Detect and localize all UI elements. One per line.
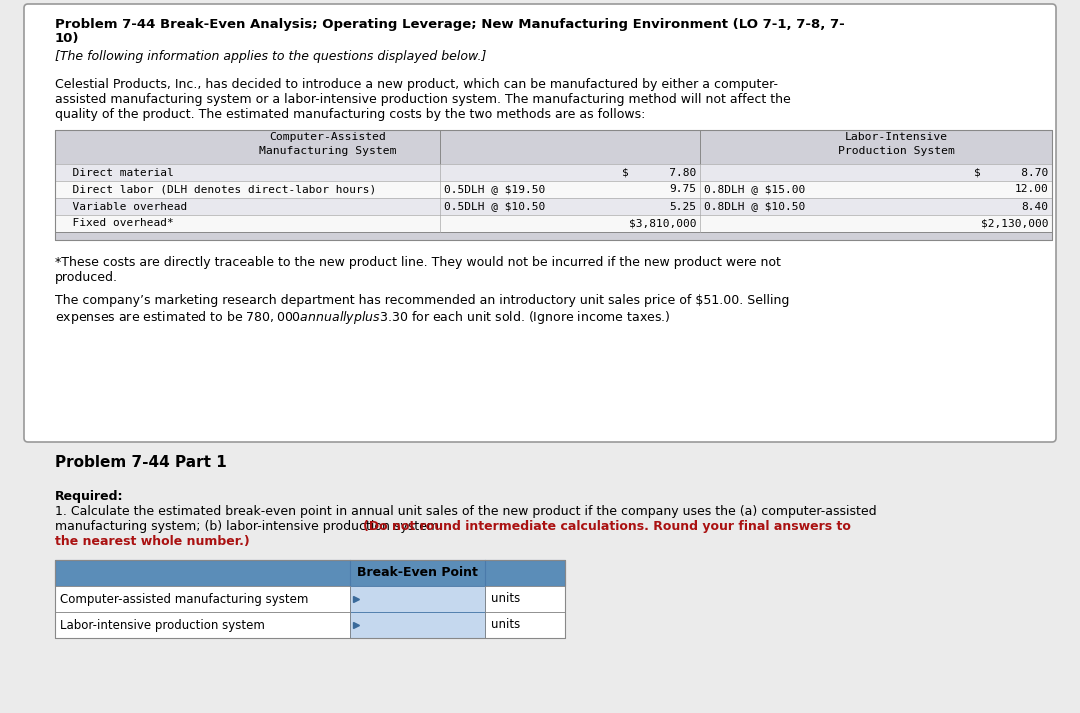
Text: Problem 7-44 Break-Even Analysis; Operating Leverage; New Manufacturing Environm: Problem 7-44 Break-Even Analysis; Operat… xyxy=(55,18,845,31)
Bar xyxy=(55,215,1052,232)
Bar xyxy=(55,560,565,638)
Text: units: units xyxy=(491,593,521,605)
Text: 0.8DLH @ $10.50: 0.8DLH @ $10.50 xyxy=(704,202,806,212)
Text: Variable overhead: Variable overhead xyxy=(59,202,187,212)
Bar xyxy=(55,198,1052,215)
Text: Labor-intensive production system: Labor-intensive production system xyxy=(60,618,265,632)
Bar xyxy=(55,232,1052,240)
Text: quality of the product. The estimated manufacturing costs by the two methods are: quality of the product. The estimated ma… xyxy=(55,108,646,121)
FancyBboxPatch shape xyxy=(24,4,1056,442)
Text: Computer-Assisted
Manufacturing System: Computer-Assisted Manufacturing System xyxy=(259,132,396,156)
Text: units: units xyxy=(491,618,521,632)
Bar xyxy=(55,586,565,612)
Bar xyxy=(350,586,485,612)
Text: assisted manufacturing system or a labor-intensive production system. The manufa: assisted manufacturing system or a labor… xyxy=(55,93,791,106)
Text: Direct material: Direct material xyxy=(59,168,174,178)
Text: expenses are estimated to be $780,000 annually plus $3.30 for each unit sold. (I: expenses are estimated to be $780,000 an… xyxy=(55,309,671,326)
Text: *These costs are directly traceable to the new product line. They would not be i: *These costs are directly traceable to t… xyxy=(55,256,781,269)
Text: $2,130,000: $2,130,000 xyxy=(981,218,1048,228)
Text: Break-Even Point: Break-Even Point xyxy=(357,567,478,580)
Bar xyxy=(55,164,1052,181)
Bar xyxy=(55,181,1052,198)
Text: 0.8DLH @ $15.00: 0.8DLH @ $15.00 xyxy=(704,185,806,195)
Bar xyxy=(55,130,1052,164)
Text: the nearest whole number.): the nearest whole number.) xyxy=(55,535,249,548)
Bar xyxy=(55,560,565,586)
Text: produced.: produced. xyxy=(55,271,118,284)
Text: (Do not round intermediate calculations. Round your final answers to: (Do not round intermediate calculations.… xyxy=(363,520,851,533)
Text: The company’s marketing research department has recommended an introductory unit: The company’s marketing research departm… xyxy=(55,294,789,307)
Text: 10): 10) xyxy=(55,32,80,45)
Text: Fixed overhead*: Fixed overhead* xyxy=(59,218,174,228)
Bar xyxy=(55,130,1052,240)
Text: $      8.70: $ 8.70 xyxy=(974,168,1048,178)
Text: Problem 7-44 Part 1: Problem 7-44 Part 1 xyxy=(55,455,227,470)
Text: 12.00: 12.00 xyxy=(1014,185,1048,195)
Text: manufacturing system; (b) labor-intensive production system.: manufacturing system; (b) labor-intensiv… xyxy=(55,520,447,533)
Text: $3,810,000: $3,810,000 xyxy=(629,218,696,228)
Bar xyxy=(350,612,485,638)
Text: 0.5DLH @ $10.50: 0.5DLH @ $10.50 xyxy=(444,202,545,212)
Text: Labor-Intensive
Production System: Labor-Intensive Production System xyxy=(838,132,955,156)
Text: Direct labor (DLH denotes direct-labor hours): Direct labor (DLH denotes direct-labor h… xyxy=(59,185,376,195)
Text: 5.25: 5.25 xyxy=(669,202,696,212)
Text: Required:: Required: xyxy=(55,490,123,503)
Text: 0.5DLH @ $19.50: 0.5DLH @ $19.50 xyxy=(444,185,545,195)
Text: 8.40: 8.40 xyxy=(1021,202,1048,212)
Text: 1. Calculate the estimated break-even point in annual unit sales of the new prod: 1. Calculate the estimated break-even po… xyxy=(55,505,877,518)
Text: Computer-assisted manufacturing system: Computer-assisted manufacturing system xyxy=(60,593,309,605)
Bar xyxy=(55,612,565,638)
Text: 9.75: 9.75 xyxy=(669,185,696,195)
Text: [The following information applies to the questions displayed below.]: [The following information applies to th… xyxy=(55,50,486,63)
Text: Celestial Products, Inc., has decided to introduce a new product, which can be m: Celestial Products, Inc., has decided to… xyxy=(55,78,778,91)
Text: $      7.80: $ 7.80 xyxy=(622,168,696,178)
